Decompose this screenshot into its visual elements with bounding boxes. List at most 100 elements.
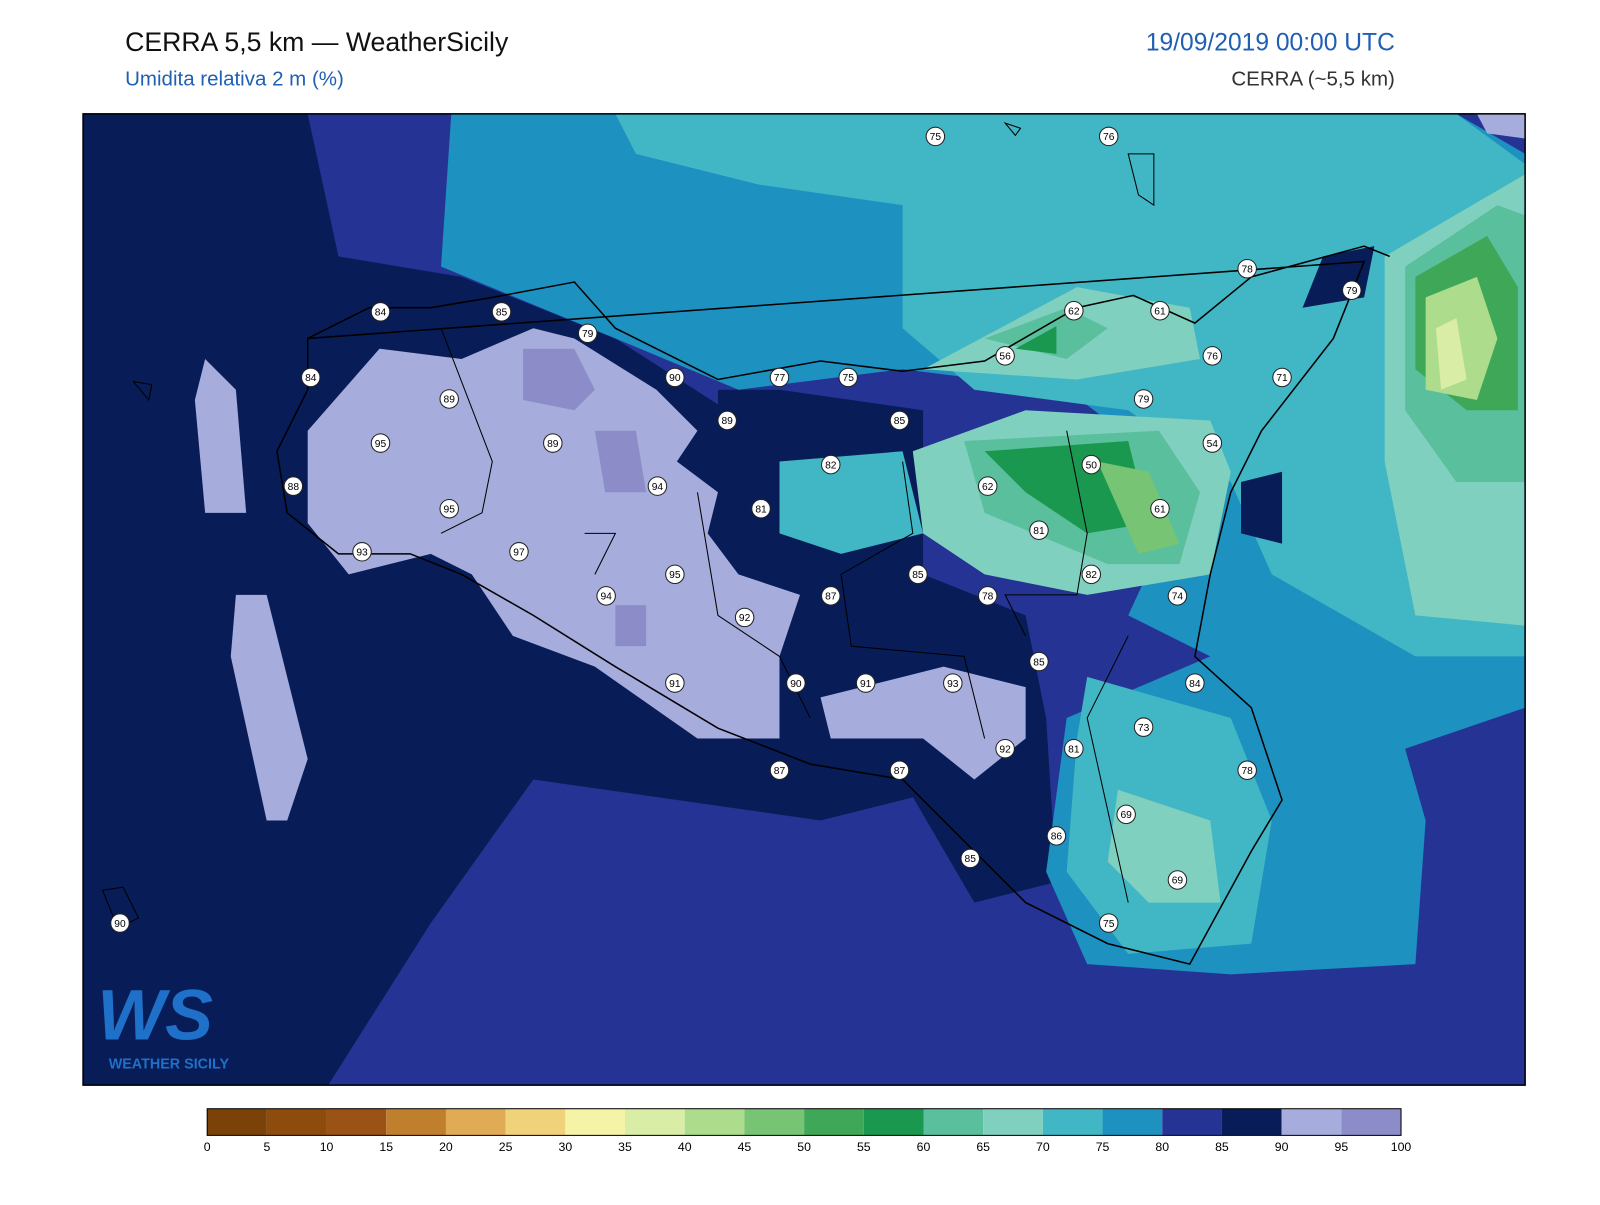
station-marker: [1185, 673, 1205, 693]
station-marker: [977, 586, 998, 606]
station-marker: [889, 760, 910, 780]
colorbar-tick-label: 35: [618, 1140, 632, 1154]
station-value: 73: [1138, 723, 1150, 734]
station-value: 81: [755, 504, 767, 515]
station-value: 81: [1033, 526, 1045, 537]
station-value: 93: [356, 548, 368, 559]
station-marker: [769, 367, 790, 388]
station-value: 89: [444, 395, 456, 406]
station-marker: [1342, 280, 1362, 300]
station-marker: [1202, 346, 1223, 366]
colorbar-frame: [206, 1108, 1402, 1136]
station-value: 81: [1068, 744, 1080, 755]
station-value: 74: [1172, 592, 1184, 603]
colorbar-swatch: [625, 1108, 685, 1136]
colorbar-swatch: [1281, 1108, 1342, 1136]
station-marker: [1081, 564, 1102, 585]
colorbar-tick-label: 65: [976, 1140, 990, 1154]
station-value: 76: [1103, 132, 1115, 143]
colorbar-swatch: [1221, 1108, 1282, 1136]
colorbar-tick-label: 20: [439, 1140, 453, 1154]
station-marker: [1064, 738, 1084, 759]
station-value: 95: [444, 504, 456, 515]
station-marker: [769, 760, 790, 780]
station-value: 87: [774, 766, 786, 777]
station-marker: [786, 673, 806, 693]
station-value: 94: [652, 482, 664, 493]
station-marker: [596, 586, 616, 606]
station-value: 90: [790, 679, 802, 690]
station-value: 77: [774, 373, 786, 384]
station-marker: [717, 410, 737, 431]
colorbar-swatch: [1042, 1108, 1103, 1136]
station-marker: [1046, 826, 1067, 846]
colorbar-tick-label: 0: [204, 1140, 211, 1154]
station-marker: [665, 564, 685, 585]
model-label: CERRA (~5,5 km): [1231, 67, 1394, 90]
colorbar-swatch: [1341, 1108, 1402, 1136]
colorbar-swatch: [565, 1108, 626, 1136]
station-value: 95: [669, 570, 681, 581]
station-marker: [908, 564, 928, 585]
station-value: 61: [1154, 504, 1166, 515]
station-value: 89: [721, 416, 733, 427]
station-value: 71: [1276, 373, 1288, 384]
colorbar-tick-label: 60: [917, 1140, 931, 1154]
station-value: 75: [930, 132, 942, 143]
colorbar-swatch: [744, 1108, 805, 1136]
station-marker: [734, 607, 755, 628]
colorbar-tick-label: 75: [1096, 1140, 1110, 1154]
colorbar-swatch: [1162, 1108, 1222, 1136]
station-value: 88: [288, 482, 300, 493]
station-marker: [977, 476, 998, 496]
station-value: 93: [947, 679, 959, 690]
station-value: 62: [1068, 306, 1080, 317]
station-marker: [647, 476, 668, 496]
colorbar-swatch: [804, 1108, 864, 1136]
station-value: 50: [1086, 460, 1098, 471]
station-marker: [1272, 367, 1292, 388]
colorbar-tick-label: 100: [1391, 1140, 1412, 1154]
station-marker: [889, 410, 910, 431]
station-value: 91: [860, 679, 872, 690]
station-marker: [960, 848, 980, 869]
station-value: 92: [739, 613, 751, 624]
station-marker: [1098, 913, 1119, 933]
station-value: 97: [513, 548, 525, 559]
colorbar-swatch: [445, 1108, 506, 1136]
station-value: 79: [582, 329, 594, 340]
station-value: 85: [496, 308, 508, 319]
colorbar-tick-label: 40: [678, 1140, 692, 1154]
station-marker: [1133, 389, 1154, 409]
station-labels: 75 76 78 79 84 85 79 62 61 56 76 84 90 77 75 71 79 89 89 85…: [110, 126, 1362, 933]
station-value: 92: [999, 744, 1011, 755]
station-marker: [821, 454, 841, 475]
station-marker: [491, 302, 512, 322]
station-marker: [943, 673, 963, 693]
humidity-field: [83, 113, 1526, 1086]
station-marker: [665, 673, 685, 693]
station-value: 82: [1086, 570, 1098, 581]
station-marker: [352, 542, 372, 562]
station-marker: [751, 498, 771, 519]
station-marker: [665, 367, 685, 388]
station-marker: [995, 738, 1015, 759]
colorbar-swatch: [863, 1108, 924, 1136]
datetime: 19/09/2019 00:00 UTC: [1146, 30, 1395, 57]
station-value: 84: [1189, 679, 1201, 690]
station-value: 78: [1241, 264, 1253, 275]
station-value: 54: [1207, 439, 1219, 450]
colorbar-swatch: [1102, 1108, 1163, 1136]
colorbar-swatch: [207, 1108, 267, 1136]
station-value: 76: [1207, 352, 1219, 363]
station-value: 85: [1033, 657, 1045, 668]
colorbar-tick-label: 15: [379, 1140, 393, 1154]
colorbar-swatch: [326, 1108, 387, 1136]
station-value: 75: [843, 373, 855, 384]
station-marker: [509, 542, 529, 562]
station-marker: [543, 433, 563, 453]
station-marker: [1202, 433, 1223, 453]
station-value: 84: [305, 373, 317, 384]
station-value: 78: [1241, 766, 1253, 777]
